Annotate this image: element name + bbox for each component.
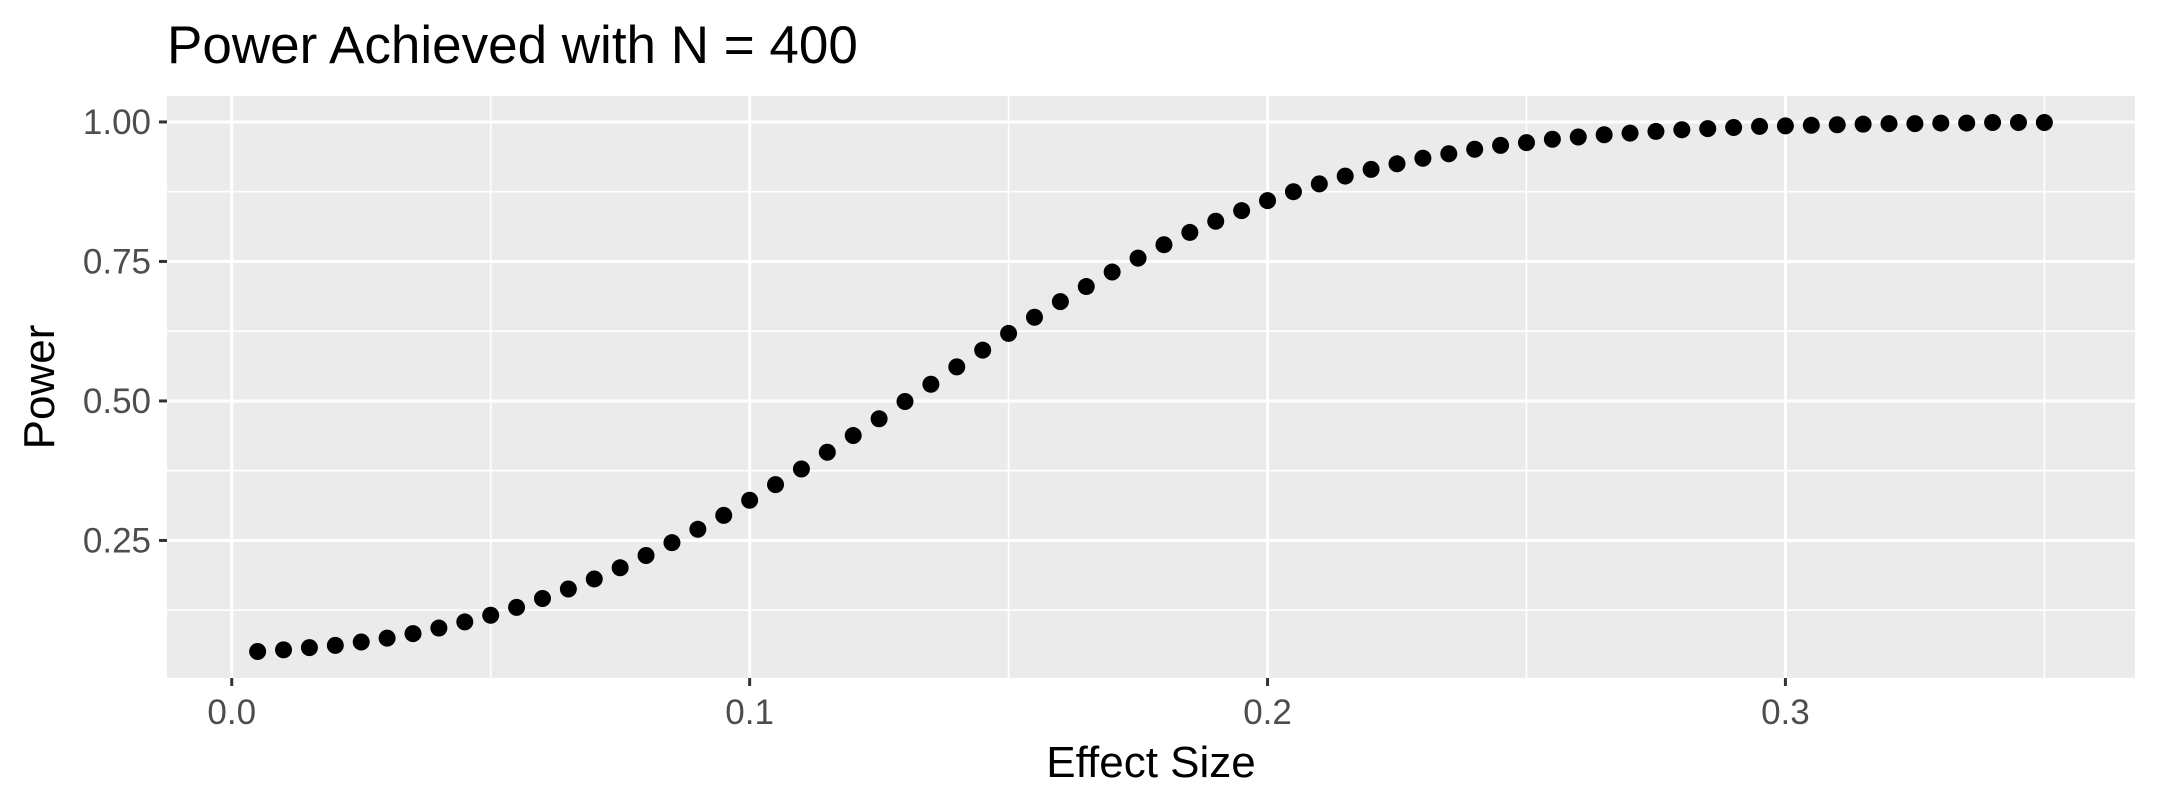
data-point <box>1362 160 1380 178</box>
data-point <box>1207 212 1225 230</box>
data-point <box>326 636 344 654</box>
data-point <box>715 506 733 524</box>
data-point <box>870 410 888 428</box>
data-point <box>1388 155 1406 173</box>
data-point <box>585 570 603 588</box>
data-point <box>1776 117 1794 135</box>
data-point <box>1000 324 1018 342</box>
y-axis-title: Power <box>15 325 64 450</box>
data-point <box>1751 117 1769 135</box>
data-point <box>1802 116 1820 134</box>
data-point <box>378 629 396 647</box>
data-point <box>1336 167 1354 185</box>
y-tick-label: 0.75 <box>83 242 151 281</box>
data-point <box>1828 116 1846 134</box>
data-point <box>2009 114 2027 132</box>
data-point <box>1543 130 1561 148</box>
data-point <box>1958 114 1976 132</box>
data-point <box>300 639 318 657</box>
data-point <box>1181 223 1199 241</box>
data-point <box>741 491 759 509</box>
data-point <box>2035 114 2053 132</box>
data-point <box>1880 115 1898 133</box>
data-point <box>1699 120 1717 138</box>
x-axis: 0.0 0.1 0.2 0.3 <box>207 678 1810 732</box>
data-point <box>1284 183 1302 201</box>
data-point <box>1129 249 1147 267</box>
data-point <box>844 427 862 445</box>
data-point <box>559 580 577 598</box>
chart-title: Power Achieved with N = 400 <box>167 16 858 75</box>
data-point <box>1155 236 1173 254</box>
data-point <box>1725 119 1743 137</box>
data-point <box>663 534 681 552</box>
y-axis: 0.25 0.50 0.75 1.00 <box>83 103 167 560</box>
data-point <box>1906 115 1924 133</box>
data-point <box>1984 114 2002 132</box>
data-point <box>948 358 966 376</box>
x-tick-label: 0.2 <box>1243 693 1292 732</box>
data-point <box>1854 115 1872 133</box>
data-point <box>1310 175 1328 193</box>
data-point <box>689 520 707 538</box>
data-point <box>1517 134 1535 152</box>
data-point <box>533 589 551 607</box>
x-tick-label: 0.3 <box>1761 693 1810 732</box>
data-point <box>1595 126 1613 144</box>
data-point <box>1466 140 1484 158</box>
x-tick-label: 0.1 <box>725 693 774 732</box>
y-tick-label: 0.25 <box>83 521 151 560</box>
data-point <box>1440 145 1458 163</box>
data-point <box>1414 149 1432 167</box>
plot-panel <box>167 96 2135 678</box>
data-point <box>1647 122 1665 140</box>
data-point <box>1077 278 1095 296</box>
data-point <box>404 625 422 643</box>
data-point <box>922 375 940 393</box>
data-point <box>792 460 810 478</box>
data-point <box>508 598 526 616</box>
data-point <box>611 559 629 577</box>
data-point <box>974 341 992 359</box>
data-point <box>456 613 474 631</box>
x-tick-label: 0.0 <box>207 693 256 732</box>
data-point <box>896 393 914 411</box>
data-point <box>1233 202 1251 220</box>
data-point <box>767 476 785 494</box>
data-point <box>1492 136 1510 154</box>
data-point <box>275 641 293 659</box>
data-points <box>249 114 2053 660</box>
data-point <box>1103 263 1121 281</box>
x-axis-title: Effect Size <box>1046 738 1256 787</box>
data-point <box>1569 128 1587 146</box>
data-point <box>637 547 655 565</box>
data-point <box>1025 308 1043 326</box>
data-point <box>352 633 370 651</box>
y-tick-label: 1.00 <box>83 103 151 142</box>
data-point <box>482 606 500 624</box>
data-point <box>249 642 267 660</box>
data-point <box>1259 192 1277 210</box>
y-tick-label: 0.50 <box>83 382 151 421</box>
data-point <box>818 443 836 461</box>
data-point <box>1051 293 1069 311</box>
data-point <box>1621 124 1639 142</box>
data-point <box>1932 114 1950 132</box>
data-point <box>430 619 448 637</box>
data-point <box>1673 121 1691 139</box>
